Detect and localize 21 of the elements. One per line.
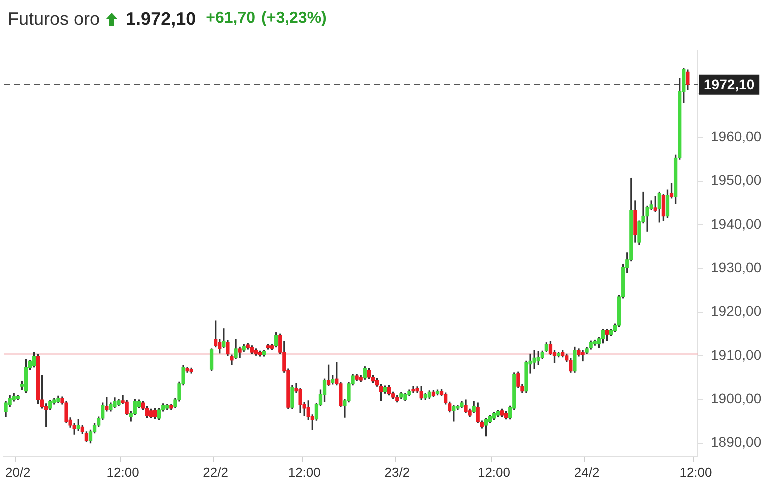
ref-line-label: 1972,10 — [704, 76, 755, 93]
x-tick-label: 22/2 — [203, 464, 228, 480]
x-tick-label: 24/2 — [574, 464, 600, 480]
x-tick-label: 12:00 — [288, 464, 321, 480]
x-tick-label: 12:00 — [478, 464, 511, 480]
y-tick-label: 1900,00 — [711, 390, 762, 407]
x-tick-label: 23/2 — [384, 464, 410, 480]
text: 1.972,10 — [126, 8, 196, 30]
y-tick-label: 1910,00 — [711, 346, 762, 363]
x-tick-label: 20/2 — [5, 464, 31, 480]
chart-title: Futuros oro — [8, 8, 100, 30]
x-tick-label: 12:00 — [680, 464, 712, 480]
text: (+3,23%) — [262, 10, 327, 28]
text: +61,70 — [206, 10, 256, 28]
y-tick-label: 1950,00 — [711, 172, 762, 188]
y-tick-label: 1960,00 — [711, 128, 762, 145]
y-tick-label: 1920,00 — [711, 303, 762, 320]
x-tick-label: 12:00 — [106, 464, 140, 480]
y-tick-label: 1890,00 — [711, 434, 762, 450]
y-tick-label: 1930,00 — [711, 260, 762, 276]
y-tick-label: 1940,00 — [711, 216, 762, 232]
